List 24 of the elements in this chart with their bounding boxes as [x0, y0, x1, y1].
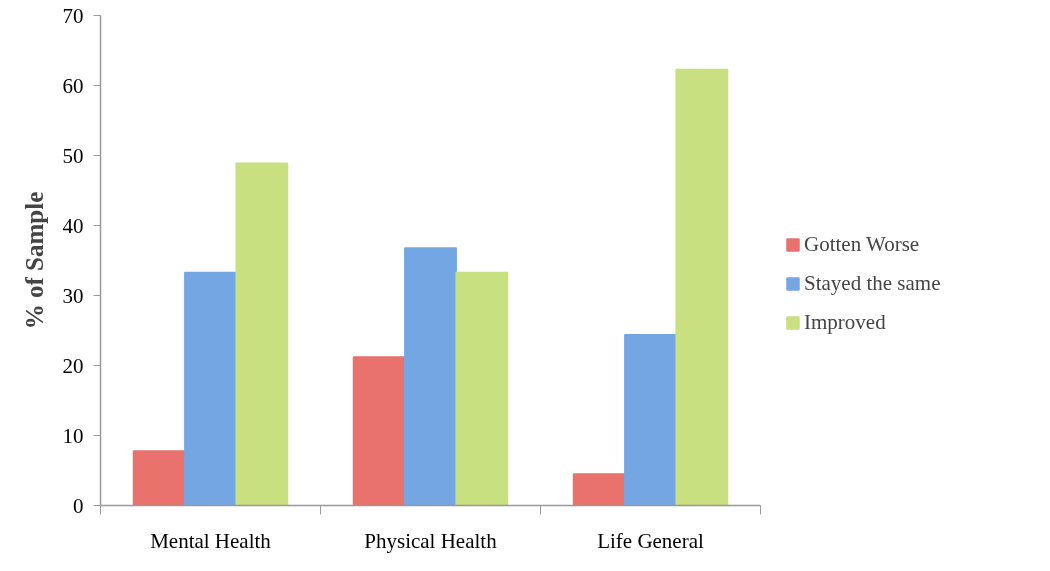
- bar: [455, 271, 509, 506]
- bar: [352, 356, 406, 506]
- y-axis-title: % of Sample: [20, 191, 48, 330]
- bar: [404, 247, 457, 506]
- y-tick-label: 70: [62, 3, 84, 28]
- x-tick-label: Physical Health: [364, 528, 498, 553]
- bar: [572, 473, 626, 506]
- y-tick-label: 50: [62, 143, 84, 168]
- y-tick-label: 30: [62, 283, 84, 308]
- y-tick-label: 20: [62, 353, 84, 378]
- y-tick-label: 10: [62, 423, 84, 448]
- bar: [675, 68, 729, 506]
- y-tick-label: 60: [62, 73, 84, 98]
- x-tick-label: Life General: [597, 528, 705, 553]
- bar: [132, 450, 186, 506]
- y-tick-label: 40: [62, 213, 84, 238]
- bar: [235, 162, 289, 506]
- bar: [624, 333, 677, 506]
- y-tick-label: 0: [73, 493, 84, 518]
- bar: [184, 271, 237, 506]
- x-tick-label: Mental Health: [150, 528, 272, 553]
- legend-label: Stayed the same: [804, 271, 941, 296]
- legend-label: Improved: [804, 310, 886, 335]
- legend-label: Gotten Worse: [804, 232, 920, 257]
